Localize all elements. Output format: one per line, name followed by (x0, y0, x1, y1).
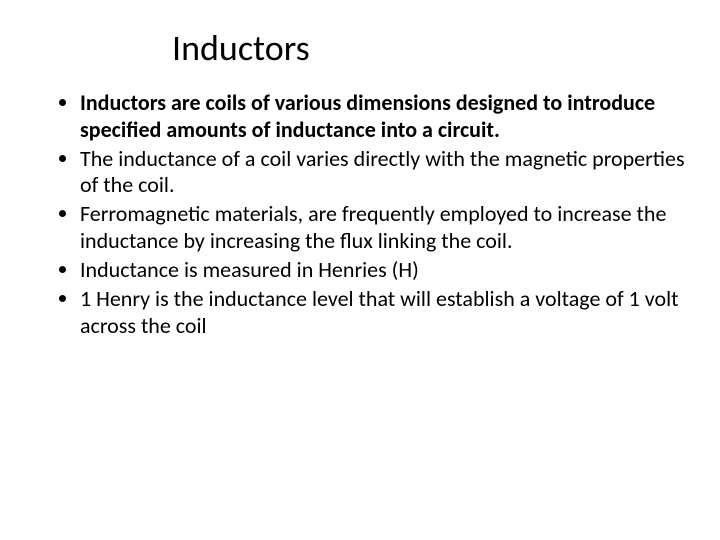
bullet-text: 1 Henry is the inductance level that wil… (80, 285, 679, 339)
list-item: Inductors are coils of various dimension… (80, 90, 690, 144)
bullet-text: The inductance of a coil varies directly… (80, 145, 685, 199)
bullet-list: Inductors are coils of various dimension… (30, 90, 690, 339)
bullet-text: Inductance is measured in Henries (H) (80, 256, 419, 283)
list-item: Ferromagnetic materials, are frequently … (80, 201, 690, 255)
list-item: Inductance is measured in Henries (H) (80, 257, 690, 284)
slide: Inductors Inductors are coils of various… (0, 0, 720, 540)
list-item: 1 Henry is the inductance level that wil… (80, 286, 690, 340)
bullet-prefix: Inductors (80, 89, 171, 116)
slide-title: Inductors (172, 26, 690, 70)
bullet-text: Ferromagnetic materials, are frequently … (80, 200, 666, 254)
list-item: The inductance of a coil varies directly… (80, 146, 690, 200)
